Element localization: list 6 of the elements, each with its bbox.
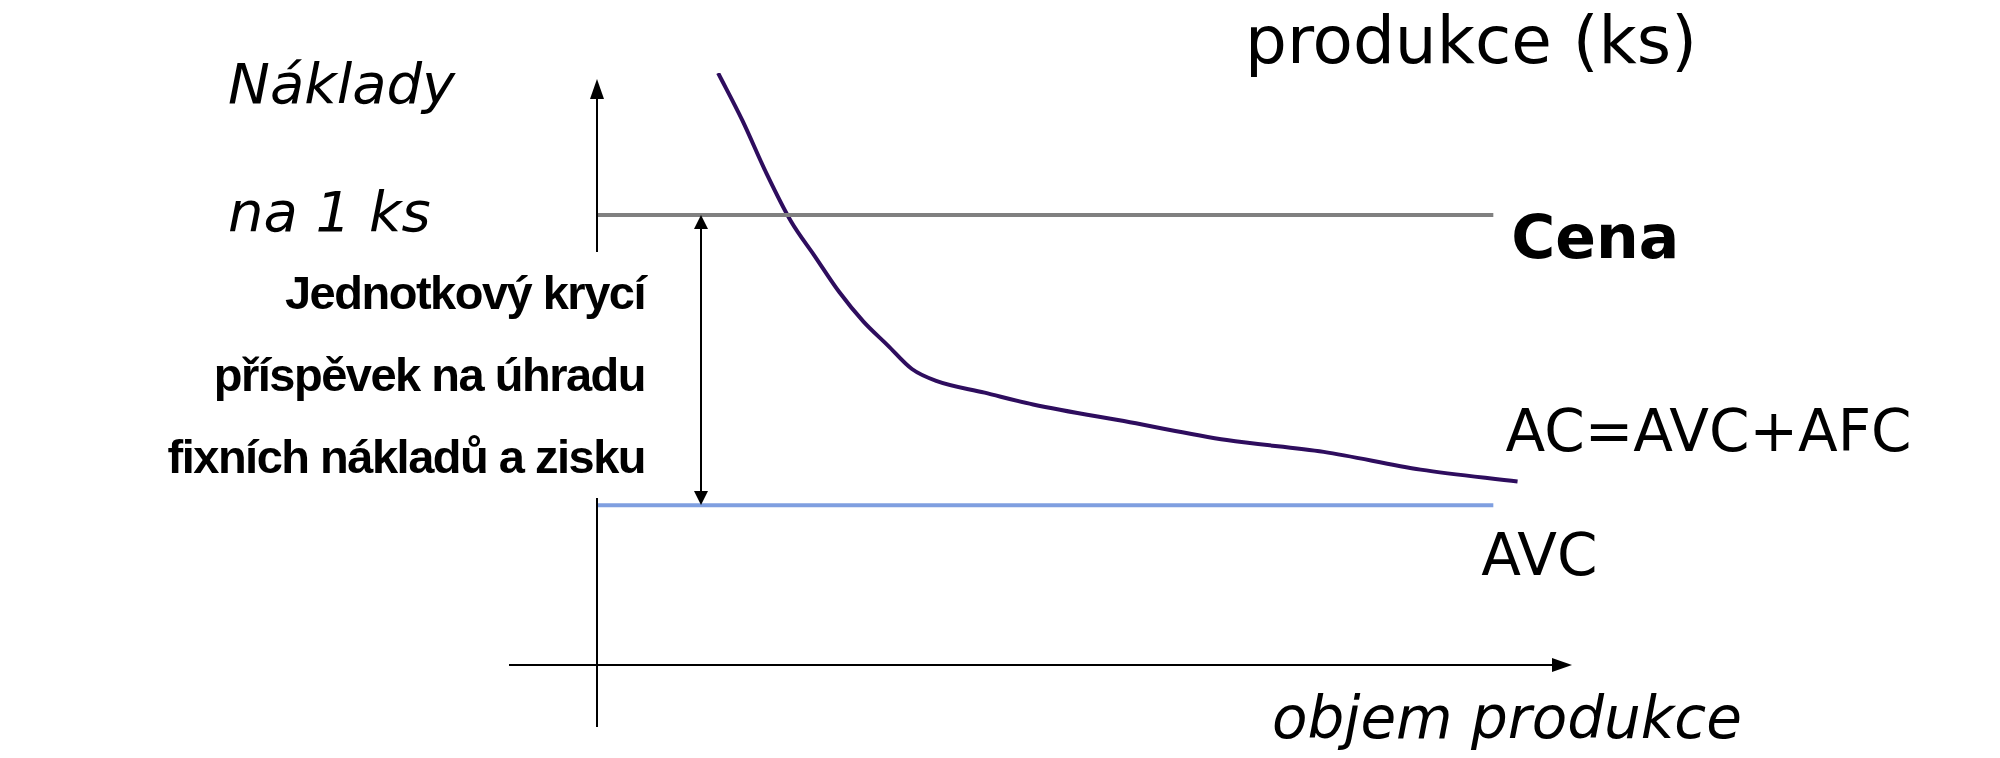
x-axis-title: objem produkce: [1272, 684, 1742, 752]
y-axis-title: Náklady na 1 ks: [228, 51, 456, 244]
series-label: Cena: [1511, 201, 1680, 274]
series-label: AVC: [1481, 520, 1598, 592]
series-label: AC=AVC+AFC: [1505, 396, 1912, 468]
chart-title: produkce (ks): [1245, 2, 1697, 79]
